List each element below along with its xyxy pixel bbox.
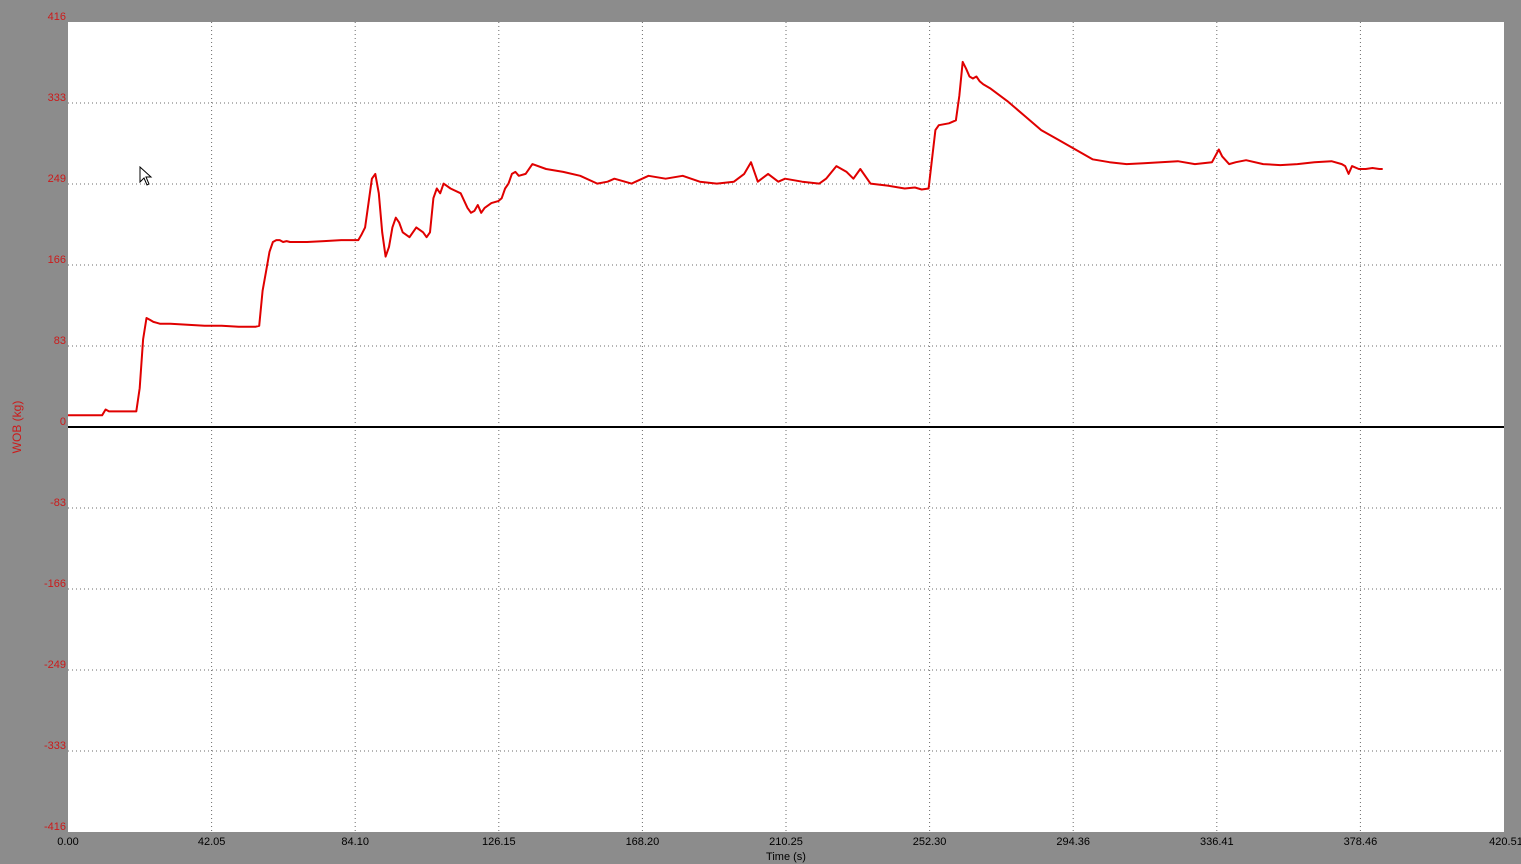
x-tick-label: 84.10 — [341, 836, 369, 848]
y-tick-labels: 416 333 249 166 83 0 -83 -166 -249 -333 -416 — [44, 11, 66, 833]
mouse-pointer-icon — [139, 166, 153, 186]
x-tick-label: 294.36 — [1056, 836, 1090, 848]
y-axis-label: WOB (kg) — [10, 401, 24, 454]
x-tick-label: 42.05 — [198, 836, 226, 848]
x-tick-label: 336.41 — [1200, 836, 1234, 848]
x-tick-label: 168.20 — [626, 836, 660, 848]
y-tick-label: 83 — [54, 335, 66, 347]
wob-series-line — [68, 60, 1383, 417]
y-tick-label: -166 — [44, 578, 66, 590]
x-axis-label: Time (s) — [766, 851, 806, 863]
x-tick-label: 420.51 — [1489, 836, 1521, 848]
x-tick-label: 0.00 — [57, 836, 78, 848]
y-tick-label: 249 — [48, 173, 66, 185]
y-tick-label: -333 — [44, 740, 66, 752]
x-tick-labels: 0.00 42.05 84.10 126.15 168.20 210.25 252.30 29… — [57, 836, 1521, 848]
y-tick-label: 0 — [60, 416, 66, 428]
y-tick-label: -416 — [44, 821, 66, 833]
x-tick-label: 210.25 — [769, 836, 803, 848]
x-tick-label: 378.46 — [1344, 836, 1378, 848]
y-tick-label: 416 — [48, 11, 66, 23]
x-tick-label: 252.30 — [913, 836, 947, 848]
x-tick-label: 126.15 — [482, 836, 516, 848]
y-tick-label: -249 — [44, 659, 66, 671]
y-tick-label: 166 — [48, 254, 66, 266]
y-tick-label: 333 — [48, 92, 66, 104]
y-tick-label: -83 — [50, 497, 66, 509]
